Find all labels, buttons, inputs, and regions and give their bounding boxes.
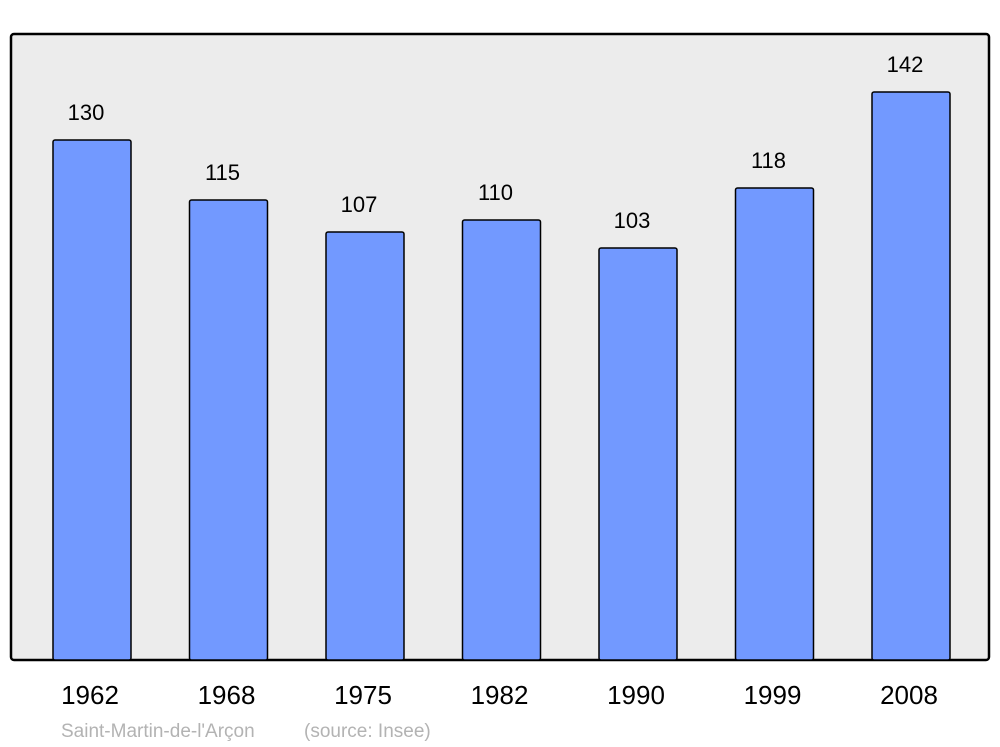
x-tick-2008: 2008 <box>880 680 938 710</box>
bars-group: 130 115 107 110 103 118 142 <box>52 52 951 661</box>
x-tick-labels: 1962 1968 1975 1982 1990 1999 2008 <box>61 680 938 710</box>
data-label-2008: 142 <box>887 52 924 77</box>
data-label-1990: 103 <box>614 208 651 233</box>
bar-1975 <box>325 231 405 661</box>
footer-source: (source: Insee) <box>304 721 431 742</box>
bar-2008 <box>871 91 951 661</box>
x-tick-1975: 1975 <box>334 680 392 710</box>
bar-1982 <box>461 219 542 661</box>
bar-1999 <box>734 187 815 661</box>
data-label-1999: 118 <box>751 148 786 173</box>
data-label-1975: 107 <box>341 192 378 217</box>
data-label-1982: 110 <box>478 180 513 205</box>
bar-1968 <box>188 199 269 661</box>
footer-place: Saint-Martin-de-l'Arçon <box>61 721 255 742</box>
data-label-1962: 130 <box>68 100 105 125</box>
bar-1962 <box>52 139 132 661</box>
x-tick-1968: 1968 <box>198 680 256 710</box>
x-tick-1982: 1982 <box>471 680 529 710</box>
data-label-1968: 115 <box>205 160 240 185</box>
x-tick-1962: 1962 <box>61 680 119 710</box>
bar-1990 <box>598 247 678 661</box>
x-tick-1990: 1990 <box>607 680 665 710</box>
x-tick-1999: 1999 <box>744 680 802 710</box>
